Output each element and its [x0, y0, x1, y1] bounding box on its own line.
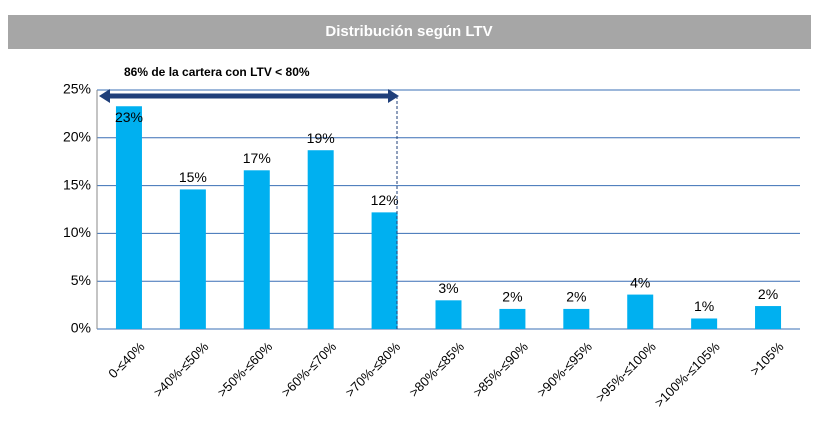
value-label: 2% [566, 289, 586, 305]
value-label: 2% [502, 289, 522, 305]
value-label: 3% [438, 280, 458, 296]
bar [691, 318, 718, 329]
y-tick-label: 10% [63, 224, 91, 240]
x-tick-label: >105% [747, 339, 787, 379]
y-tick-label: 20% [63, 129, 91, 145]
x-tick-label: >60%-≤70% [278, 339, 339, 400]
x-tick-label: >80%-≤85% [406, 339, 467, 400]
x-tick-label: >85%-≤90% [470, 339, 531, 400]
bar [435, 300, 462, 329]
x-tick-label: >40%-≤50% [151, 339, 212, 400]
bar [307, 150, 334, 329]
value-label: 19% [307, 130, 335, 146]
value-label: 23% [115, 109, 143, 125]
y-tick-label: 25% [63, 81, 91, 97]
y-tick-label: 15% [63, 176, 91, 192]
value-label: 17% [243, 150, 271, 166]
x-tick-label: >100%-≤105% [652, 339, 723, 410]
y-tick-label: 5% [71, 272, 91, 288]
x-tick-label: >90%-≤95% [534, 339, 595, 400]
annotation: 86% de la cartera con LTV < 80% [124, 65, 310, 79]
value-label: 2% [758, 286, 778, 302]
bar [179, 189, 206, 329]
bar [755, 306, 782, 329]
x-tick-label: >95%-≤100% [593, 339, 659, 405]
value-label: 12% [371, 192, 399, 208]
bar [243, 170, 270, 329]
chart-title: Distribución según LTV [325, 23, 492, 40]
bar [499, 308, 526, 329]
bar [371, 212, 398, 329]
value-label: 15% [179, 169, 207, 185]
annotation-arrow [99, 89, 399, 103]
bar [627, 294, 654, 329]
x-tick-label: >70%-≤80% [342, 339, 403, 400]
y-tick-label: 0% [71, 320, 91, 336]
plot: 0% 5% 10% 15% 20% 25% 23% 0-≤40% 15% >40%-≤50% 17%… [63, 81, 800, 410]
value-label: 1% [694, 298, 714, 314]
title-bar [8, 15, 811, 49]
bar [563, 308, 590, 329]
bar [115, 106, 142, 329]
x-tick-label: 0-≤40% [105, 339, 148, 382]
value-label: 4% [630, 274, 650, 290]
x-tick-label: >50%-≤60% [214, 339, 275, 400]
